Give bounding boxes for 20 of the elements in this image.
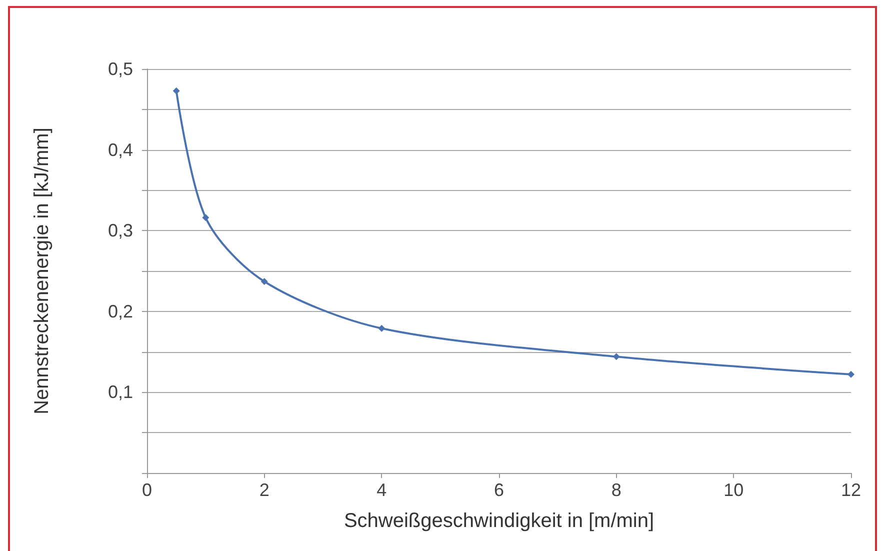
y-tick-label: 0,4 [108, 140, 133, 160]
point [172, 87, 180, 94]
x-tick-label: 4 [376, 480, 387, 500]
point [612, 353, 620, 360]
x-tick-label: 10 [724, 480, 744, 500]
x-tick-label: 12 [840, 480, 862, 500]
point [202, 214, 210, 222]
x-tick-label: 8 [611, 480, 622, 500]
point [260, 278, 268, 286]
point [378, 324, 386, 332]
x-tick-label: 6 [494, 480, 504, 500]
y-axis-title: Nennstreckenenergie in [kJ/mm] [31, 128, 53, 414]
point [848, 370, 854, 378]
y-tick-label: 0,3 [108, 220, 133, 241]
y-tick-label: 0,2 [108, 301, 133, 322]
x-tick-label: 2 [259, 480, 270, 500]
x-axis-title: Schweißgeschwindigkeit in [m/min] [344, 510, 654, 532]
y-tick-label: 0,1 [108, 382, 133, 402]
x-tick-label: 0 [142, 480, 152, 500]
y-tick-label: 0,5 [108, 59, 133, 79]
